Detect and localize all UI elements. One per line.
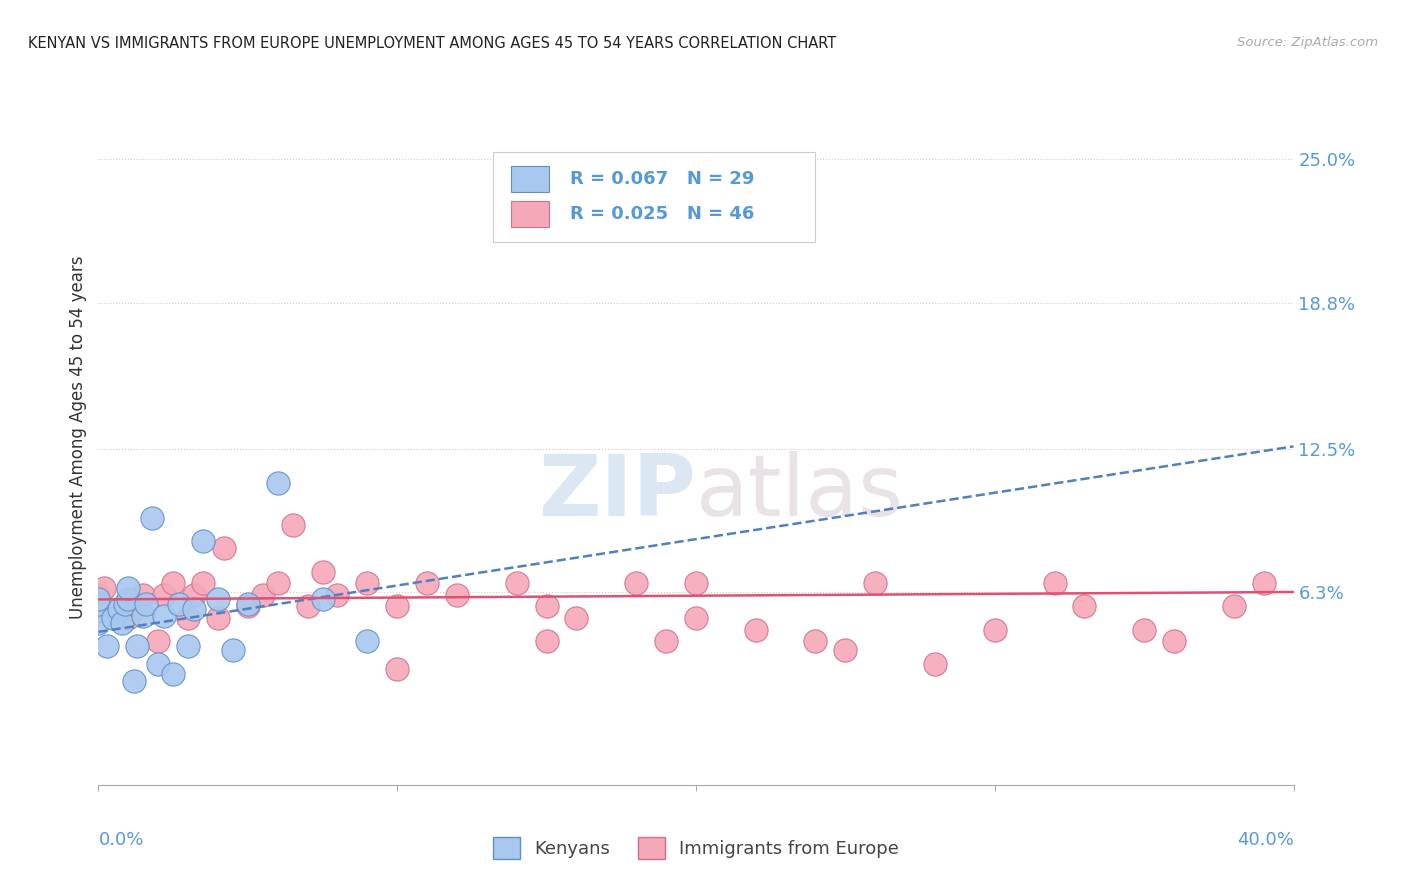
- Point: [162, 576, 184, 591]
- Point: [236, 597, 259, 611]
- Text: KENYAN VS IMMIGRANTS FROM EUROPE UNEMPLOYMENT AMONG AGES 45 TO 54 YEARS CORRELAT: KENYAN VS IMMIGRANTS FROM EUROPE UNEMPLO…: [28, 36, 837, 51]
- Point: [865, 576, 887, 591]
- Point: [267, 476, 290, 491]
- Text: R = 0.067   N = 29: R = 0.067 N = 29: [571, 170, 755, 188]
- Point: [127, 639, 149, 653]
- Legend: Kenyans, Immigrants from Europe: Kenyans, Immigrants from Europe: [486, 830, 905, 866]
- Point: [177, 639, 200, 653]
- Point: [148, 657, 170, 672]
- Point: [536, 634, 558, 648]
- Point: [326, 588, 349, 602]
- Point: [385, 599, 409, 614]
- Point: [117, 592, 139, 607]
- Point: [834, 643, 856, 657]
- Point: [416, 576, 439, 591]
- Point: [626, 576, 648, 591]
- Point: [93, 581, 115, 595]
- Point: [87, 597, 110, 611]
- Point: [124, 673, 146, 688]
- Point: [114, 597, 136, 611]
- Point: [191, 576, 214, 591]
- Point: [183, 588, 205, 602]
- Point: [141, 511, 163, 525]
- Point: [96, 639, 118, 653]
- Point: [745, 623, 768, 637]
- Point: [804, 634, 827, 648]
- Point: [297, 599, 319, 614]
- Point: [446, 588, 468, 602]
- Bar: [494, 152, 815, 243]
- Point: [183, 601, 205, 615]
- Point: [153, 588, 176, 602]
- Point: [356, 634, 378, 648]
- Point: [1073, 599, 1095, 614]
- Point: [177, 611, 200, 625]
- Bar: [510, 201, 548, 227]
- Point: [1253, 576, 1275, 591]
- Point: [281, 518, 304, 533]
- Point: [311, 592, 333, 607]
- Point: [87, 615, 110, 630]
- Point: [191, 534, 214, 549]
- Point: [124, 601, 146, 615]
- Point: [153, 608, 176, 623]
- Point: [117, 581, 139, 595]
- Point: [108, 601, 131, 615]
- Point: [685, 576, 707, 591]
- Point: [222, 643, 245, 657]
- Text: Source: ZipAtlas.com: Source: ZipAtlas.com: [1237, 36, 1378, 49]
- Text: ZIP: ZIP: [538, 451, 696, 534]
- Point: [207, 611, 229, 625]
- Point: [267, 576, 290, 591]
- Point: [536, 599, 558, 614]
- Text: 0.0%: 0.0%: [98, 831, 143, 849]
- Text: 40.0%: 40.0%: [1237, 831, 1294, 849]
- Point: [167, 597, 190, 611]
- Point: [252, 588, 274, 602]
- Point: [311, 565, 333, 579]
- Point: [117, 611, 139, 625]
- Point: [506, 576, 529, 591]
- Point: [236, 599, 259, 614]
- Point: [87, 588, 110, 602]
- Point: [1163, 634, 1185, 648]
- Point: [685, 611, 707, 625]
- Point: [87, 592, 110, 607]
- Point: [356, 576, 378, 591]
- Point: [135, 597, 157, 611]
- Point: [87, 604, 110, 618]
- Point: [212, 541, 235, 556]
- Point: [565, 611, 588, 625]
- Point: [1133, 623, 1156, 637]
- Point: [924, 657, 946, 672]
- Point: [132, 588, 155, 602]
- Point: [655, 634, 678, 648]
- Point: [385, 662, 409, 676]
- Point: [984, 623, 1007, 637]
- Point: [111, 615, 134, 630]
- Point: [1223, 599, 1246, 614]
- Point: [103, 611, 125, 625]
- Text: atlas: atlas: [696, 451, 904, 534]
- Point: [132, 608, 155, 623]
- Point: [207, 592, 229, 607]
- Bar: [510, 166, 548, 192]
- Text: R = 0.025   N = 46: R = 0.025 N = 46: [571, 205, 755, 223]
- Y-axis label: Unemployment Among Ages 45 to 54 years: Unemployment Among Ages 45 to 54 years: [69, 255, 87, 619]
- Point: [1043, 576, 1066, 591]
- Point: [148, 634, 170, 648]
- Point: [162, 666, 184, 681]
